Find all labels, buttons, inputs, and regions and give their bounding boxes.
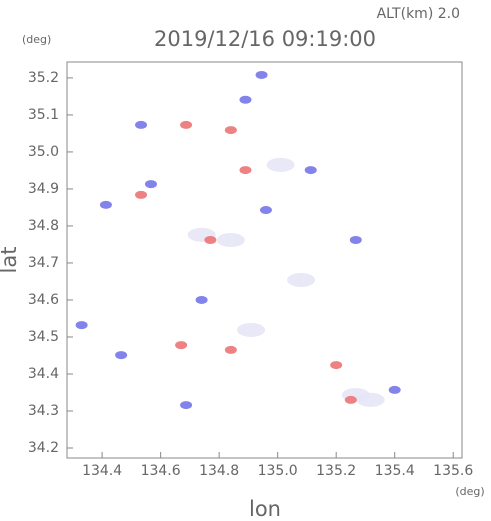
echo (180, 401, 193, 410)
echo (239, 166, 252, 175)
echo (237, 322, 266, 337)
x-unit: (deg) (455, 485, 484, 498)
y-axis-label: lat (0, 247, 21, 274)
y-tick-label: 34.9 (28, 181, 59, 197)
x-tick-label: 135.0 (258, 463, 298, 479)
x-tick-label: 135.4 (375, 463, 415, 479)
x-tick-label: 134.4 (82, 463, 122, 479)
y-tick-label: 34.5 (28, 329, 59, 345)
echo (259, 206, 272, 215)
echo (135, 120, 148, 129)
echo (224, 345, 237, 354)
echo (216, 233, 245, 248)
x-axis-label: lon (249, 497, 281, 521)
echo (356, 392, 385, 407)
y-tick-label: 35.1 (28, 107, 59, 123)
y-tick-label: 34.4 (28, 366, 59, 382)
echo (135, 190, 148, 199)
echo (266, 157, 295, 172)
echo (224, 126, 237, 135)
echo (344, 395, 357, 404)
x-tick-label: 134.6 (141, 463, 181, 479)
echo (239, 95, 252, 104)
y-tick-label: 34.6 (28, 292, 59, 308)
echo (99, 200, 112, 209)
echo (349, 236, 362, 245)
echo (304, 166, 317, 175)
x-tick-label: 135.6 (433, 463, 473, 479)
echo (204, 236, 217, 245)
echo (287, 272, 316, 287)
chart-title: 2019/12/16 09:19:00 (154, 27, 376, 51)
echo (180, 120, 193, 129)
x-tick-label: 135.2 (316, 463, 356, 479)
echo (195, 295, 208, 304)
y-tick-label: 34.8 (28, 218, 59, 234)
echo (175, 341, 188, 350)
echo (144, 180, 157, 189)
echo (115, 351, 128, 360)
plot-frame (66, 61, 463, 459)
y-tick-label: 35.0 (28, 144, 59, 160)
y-tick-label: 35.2 (28, 70, 59, 86)
y-unit: (deg) (22, 33, 51, 46)
x-tick-label: 134.8 (199, 463, 239, 479)
y-tick-label: 34.3 (28, 403, 59, 419)
echo (255, 70, 268, 79)
altitude-label: ALT(km) 2.0 (377, 6, 460, 22)
y-tick-label: 34.7 (28, 255, 59, 271)
echo (75, 321, 88, 330)
y-tick-label: 34.2 (28, 440, 59, 456)
echo (388, 385, 401, 394)
echo (330, 361, 343, 370)
